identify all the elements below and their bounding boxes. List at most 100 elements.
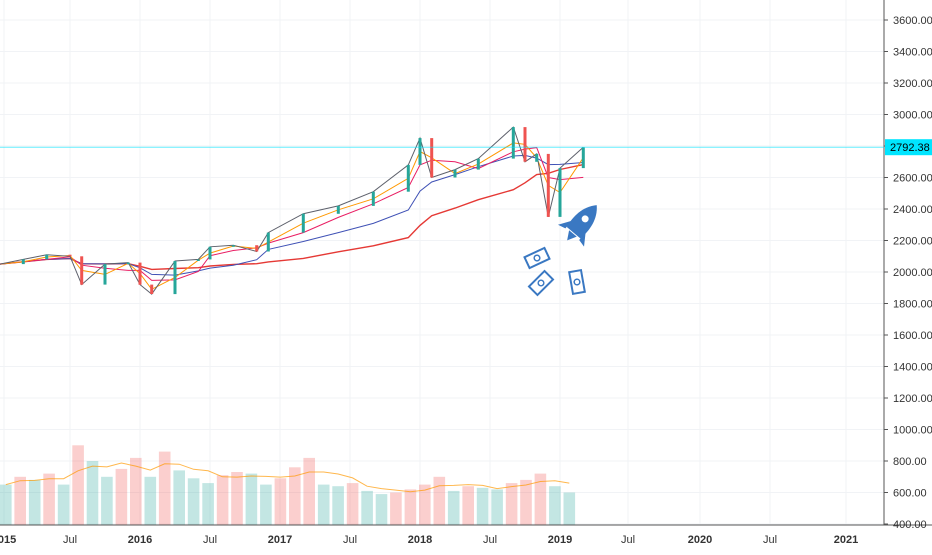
rocket-icon (557, 205, 597, 247)
volume-bar (187, 478, 200, 525)
volume-bar (332, 486, 344, 525)
price-tick-label: 600.00 (893, 488, 927, 500)
time-tick-label: 2020 (688, 534, 712, 546)
volume-bar (115, 468, 128, 525)
price-tick-label: 2400.00 (893, 204, 932, 216)
volume-bar (260, 484, 272, 525)
volume-bar (433, 476, 446, 526)
volume-bar (86, 461, 99, 525)
volume-bars (0, 445, 576, 526)
price-tick-label: 1600.00 (893, 330, 932, 342)
volume-bar (28, 479, 41, 525)
last-price-marker: 2792.38 (0, 139, 932, 156)
volume-bar (563, 492, 576, 525)
price-tick-label: 800.00 (893, 456, 927, 468)
volume-bar (346, 483, 359, 525)
candle (80, 256, 84, 285)
volume-bar (419, 484, 431, 525)
volume-bar (289, 467, 301, 525)
time-tick-label: Jul (483, 534, 497, 546)
candle (418, 138, 422, 165)
candle (68, 254, 72, 257)
volume-bar (549, 486, 561, 525)
candle (371, 191, 375, 206)
money-bill-icon (568, 268, 586, 296)
volume-bar (375, 494, 388, 525)
price-tick-label: 2000.00 (893, 267, 932, 279)
candle (511, 127, 515, 159)
last-price-label: 2792.38 (890, 142, 930, 154)
price-tick-label: 3200.00 (893, 78, 932, 90)
volume-bar (303, 457, 315, 525)
candle (476, 158, 480, 170)
candle (301, 213, 305, 233)
time-tick-label: Jul (621, 534, 635, 546)
price-tick-label: 3600.00 (893, 15, 932, 27)
volume-bar (72, 445, 84, 526)
ma-20-line (0, 142, 584, 290)
price-tick-label: 1000.00 (893, 425, 932, 437)
price-tick-label: 3000.00 (893, 110, 932, 122)
volume-bar (43, 473, 55, 525)
volume-bar (245, 473, 258, 525)
money-bill-icon (527, 269, 555, 297)
volume-bar (173, 470, 185, 525)
volume-bar (361, 490, 373, 525)
ma-200-line (0, 163, 584, 271)
volume-bar (202, 483, 214, 525)
volume-bar (520, 479, 532, 525)
candle (208, 246, 212, 260)
time-tick-labels: 2015 Jul 2016 Jul 2017 Jul 2018 Jul 2019 Jul 2020 J… (0, 534, 858, 546)
time-tick-label: Jul (763, 534, 777, 546)
grid-lines (0, 0, 884, 525)
time-tick-label: 2019 (548, 534, 572, 546)
price-tick-label: 2600.00 (893, 173, 932, 185)
ma-50-line (0, 147, 584, 281)
price-line (0, 126, 584, 295)
drawings-layer (523, 205, 597, 297)
time-tick-label: 2016 (128, 534, 152, 546)
volume-bar (404, 489, 417, 525)
volume-bar (144, 476, 157, 526)
volume-bar (476, 487, 489, 525)
price-tick-label: 400.00 (893, 519, 927, 531)
time-tick-label: 2018 (408, 534, 432, 546)
volume-bar (390, 492, 402, 525)
volume-ma-line (5, 462, 570, 493)
candle (581, 147, 585, 169)
candle (231, 245, 235, 247)
candle (558, 168, 562, 217)
time-axis[interactable] (0, 524, 932, 550)
time-tick-label: 2015 (0, 534, 16, 546)
price-axis[interactable] (883, 0, 932, 525)
time-tick-label: Jul (343, 534, 357, 546)
price-series (0, 126, 585, 295)
volume-bar (447, 490, 460, 525)
volume-bar (491, 489, 503, 525)
time-tick-label: Jul (63, 534, 77, 546)
volume-bar (216, 475, 229, 525)
price-tick-label: 1200.00 (893, 393, 932, 405)
volume-bar (130, 457, 142, 525)
candle (406, 164, 410, 192)
volume-bar (505, 483, 518, 525)
volume-bar (57, 484, 70, 525)
candle (138, 262, 142, 285)
time-tick-label: Jul (203, 534, 217, 546)
last-price-label-bg (885, 139, 932, 156)
candle (21, 259, 25, 265)
candle (266, 232, 270, 252)
volume-bar (231, 472, 243, 525)
volume-bar (0, 484, 12, 525)
volume-bar (462, 486, 474, 525)
volume-bar (14, 476, 26, 526)
candle (126, 262, 130, 265)
price-tick-label: 1800.00 (893, 299, 932, 311)
time-tick-label: 2021 (834, 534, 858, 546)
candle (173, 261, 177, 295)
candle (523, 127, 527, 162)
volume-bar (317, 484, 330, 525)
volume-bar (534, 473, 547, 525)
